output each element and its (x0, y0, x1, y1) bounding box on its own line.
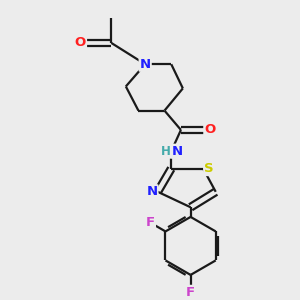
Text: N: N (172, 145, 183, 158)
Text: N: N (146, 185, 158, 198)
Text: S: S (204, 162, 214, 175)
Text: N: N (140, 58, 151, 71)
Text: O: O (204, 123, 215, 136)
Text: F: F (146, 216, 155, 229)
Text: O: O (75, 36, 86, 50)
Text: H: H (160, 145, 170, 158)
Text: F: F (186, 286, 195, 299)
